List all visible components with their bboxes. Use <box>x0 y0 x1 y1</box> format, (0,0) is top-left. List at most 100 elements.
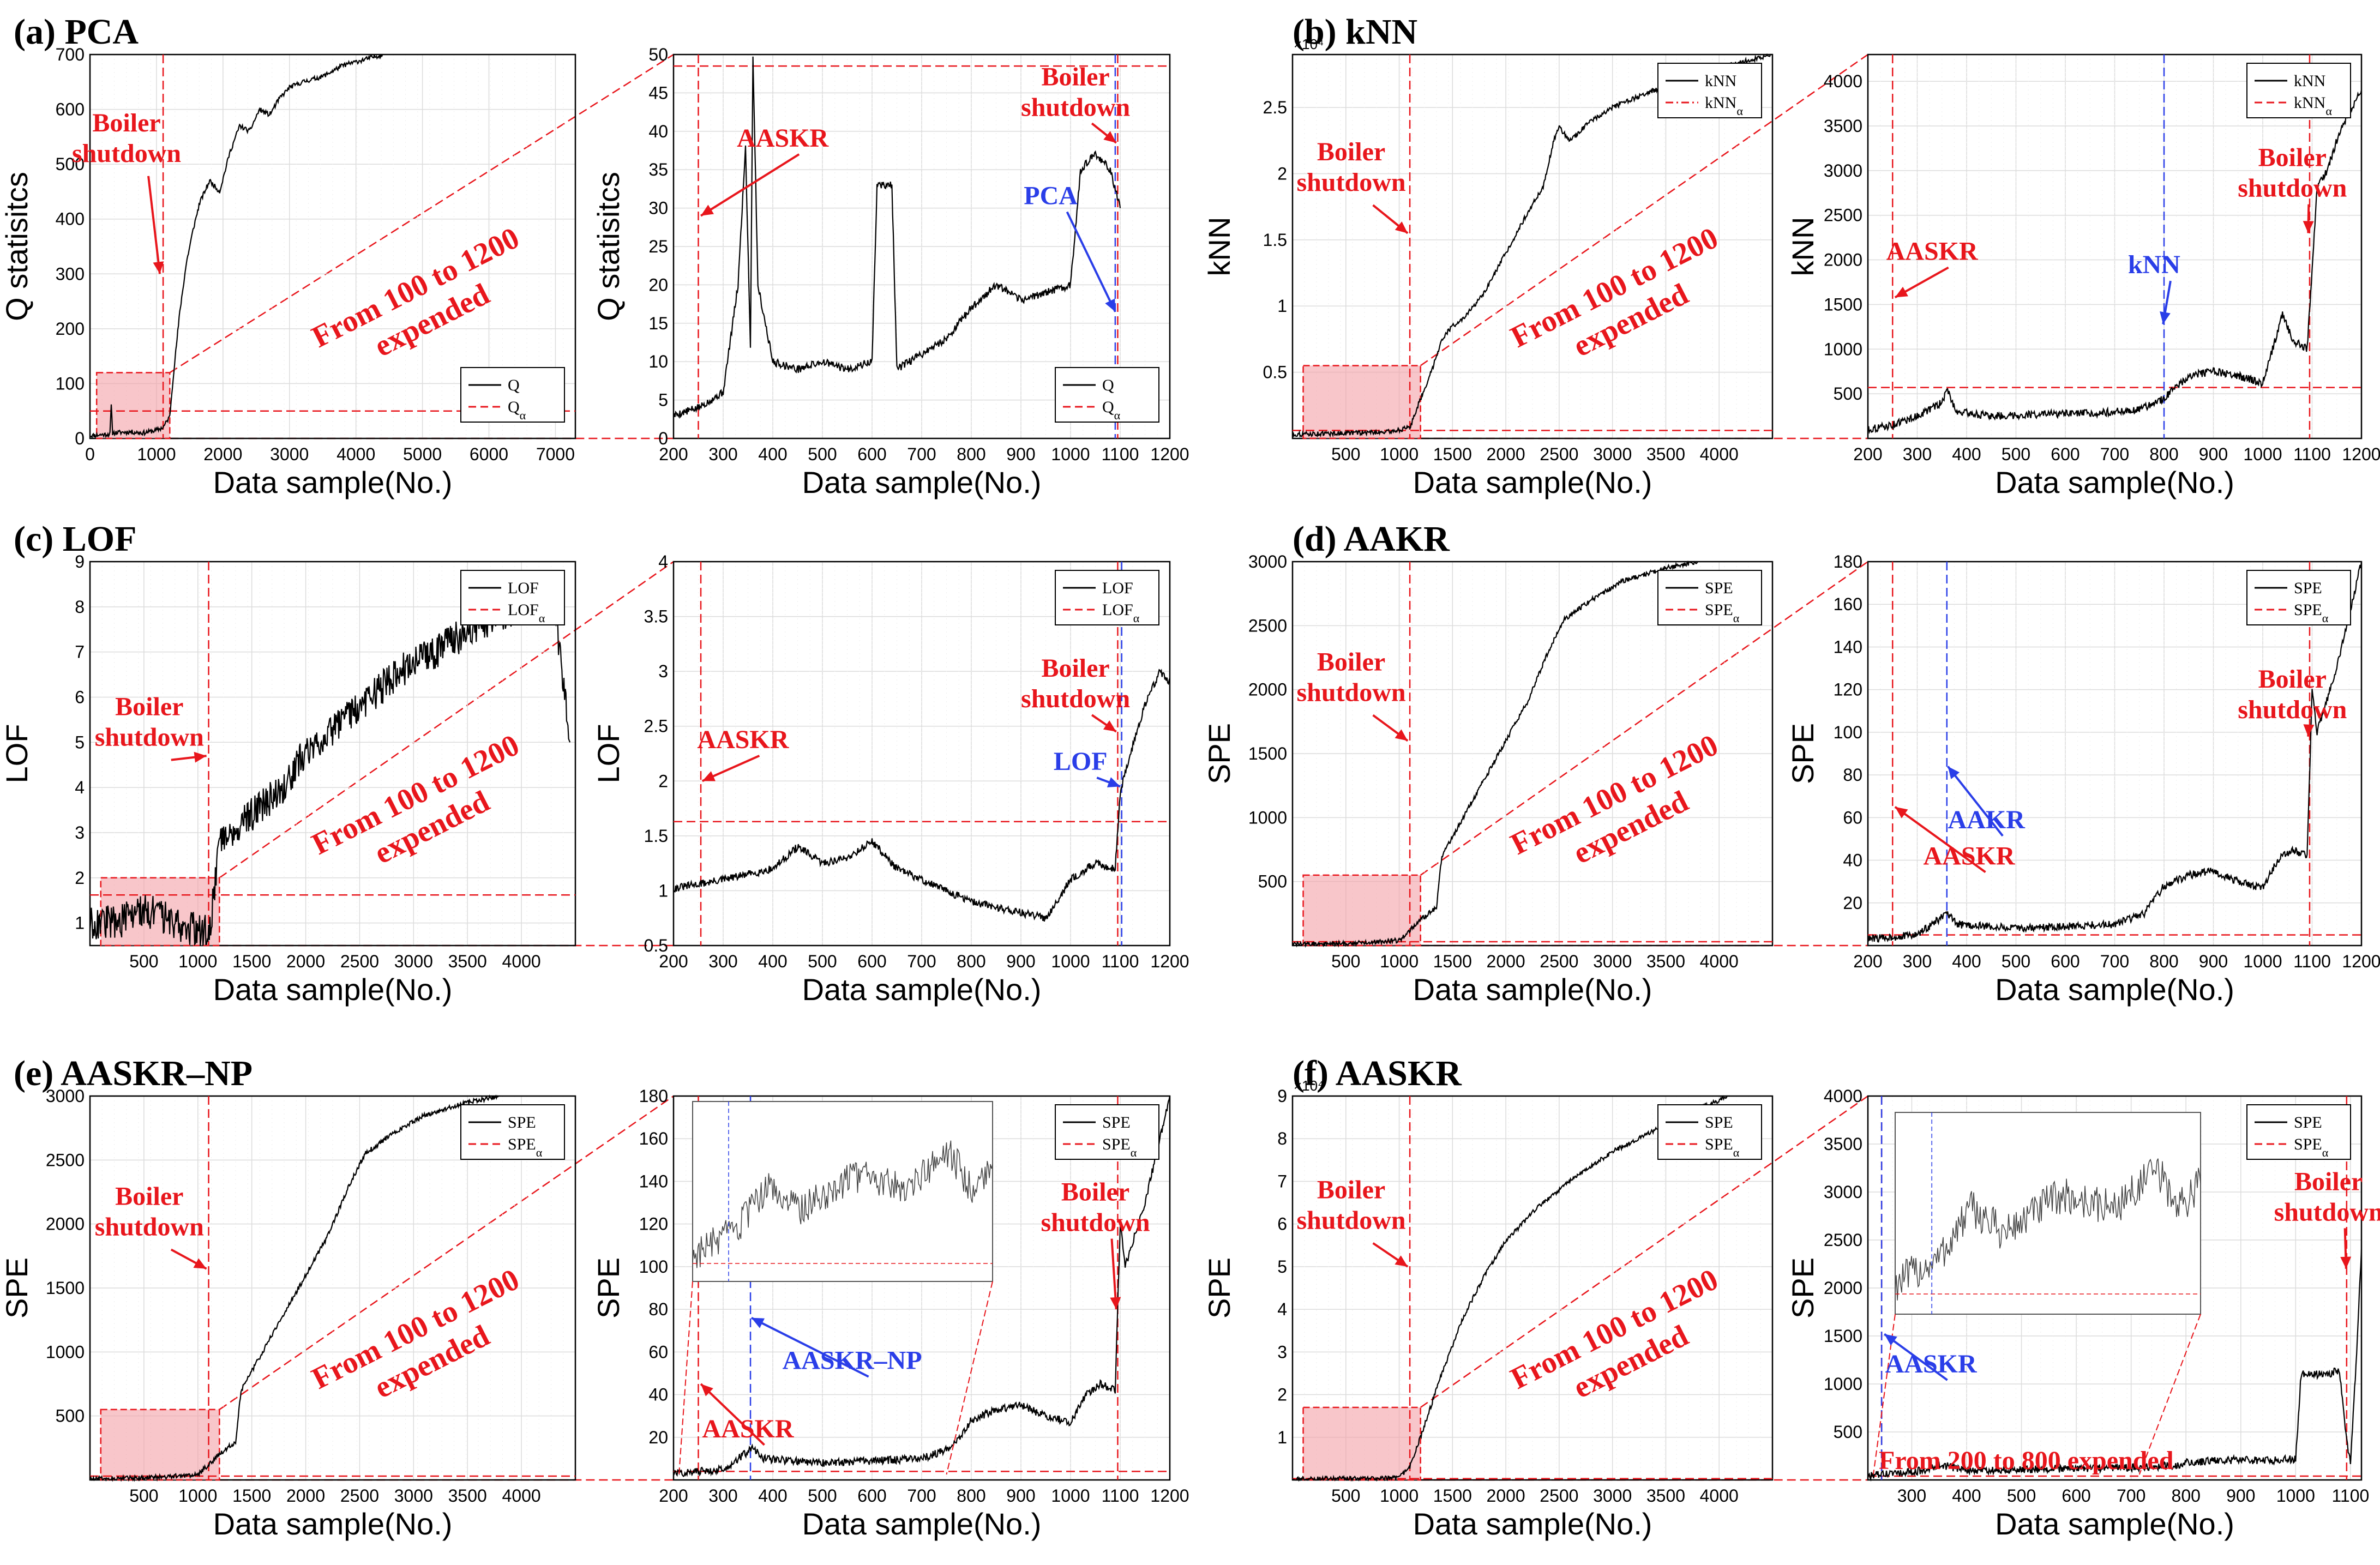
y-tick-label: 1000 <box>1824 1374 1862 1394</box>
y-tick-label: 30 <box>648 198 668 218</box>
inset-connector <box>678 1281 693 1475</box>
y-tick-label: 140 <box>1834 637 1862 657</box>
plot-frame <box>89 53 576 440</box>
x-tick-label: 300 <box>708 1486 737 1506</box>
annotation-text: Boiler <box>1317 1176 1385 1205</box>
x-tick-label: 1100 <box>2293 444 2331 464</box>
x-tick-label: 2500 <box>340 952 379 971</box>
x-tick-label: 400 <box>758 444 787 464</box>
y-tick-label: 2000 <box>1824 1278 1862 1298</box>
x-tick-label: 600 <box>2051 952 2080 971</box>
x-tick-label: 600 <box>2062 1486 2090 1506</box>
annotation-arrow-shaft <box>700 1383 765 1446</box>
plot-frame <box>1867 53 2363 440</box>
annotation-arrow-head <box>194 751 207 763</box>
y-tick-label: 80 <box>1843 765 1862 785</box>
y-tick-label: 500 <box>1834 1422 1862 1442</box>
left-axes: 0 1000 2000 3000 4000 5000 6000 7000 0 100 200 300 4… <box>0 45 576 499</box>
y-tick-label: 2.5 <box>1263 98 1287 117</box>
series-line <box>89 54 383 440</box>
series-line <box>1867 561 2363 943</box>
annotation-arrow-head <box>1107 777 1120 787</box>
x-tick-label: 500 <box>808 952 837 971</box>
x-tick-label: 800 <box>2149 444 2178 464</box>
x-tick-label: 2500 <box>1540 1486 1578 1506</box>
x-tick-label: 500 <box>2002 444 2030 464</box>
legend-label: LOF <box>1102 579 1133 597</box>
zoom-connector-top <box>219 561 674 878</box>
panel-title: (f) AASKR <box>1293 1054 1462 1093</box>
y-tick-label: 25 <box>648 237 668 256</box>
inset-connector <box>2138 1314 2201 1475</box>
grid <box>1293 561 1772 946</box>
panel-title: (b) kNN <box>1293 12 1417 52</box>
x-tick-label: 1100 <box>1102 952 1139 971</box>
annotation-text: Boiler <box>1061 1178 1129 1207</box>
y-tick-label: 35 <box>648 160 668 179</box>
legend-label: kNN <box>2294 72 2325 90</box>
legend-label: SPE <box>1102 1113 1131 1131</box>
x-tick-label: 4000 <box>1700 444 1739 464</box>
annotation-arrow-head <box>1103 131 1116 143</box>
annotation-arrow-head <box>1395 221 1408 233</box>
annotation-arrow-head <box>1103 720 1116 732</box>
x-tick-label: 2500 <box>1540 444 1578 464</box>
annotation-text: Boiler <box>1317 137 1385 166</box>
inset-series <box>692 1140 993 1268</box>
plot-frame <box>1291 1095 1774 1481</box>
annotation-text: LOF <box>1054 747 1108 776</box>
x-axis-label: Data sample(No.) <box>1413 1507 1652 1541</box>
y-tick-label: 2 <box>658 771 668 791</box>
x-tick-label: 500 <box>129 952 158 971</box>
annotation-text: Boiler <box>115 1182 183 1211</box>
y-tick-label: 3500 <box>1824 116 1862 136</box>
y-tick-label: 200 <box>56 319 85 339</box>
y-tick-label: 40 <box>1843 851 1862 870</box>
legend-box <box>2246 63 2351 118</box>
legend-label: SPE <box>2294 579 2322 597</box>
grid <box>1867 561 2362 946</box>
annotation-arrow-head <box>193 1258 207 1269</box>
annotation-text: shutdown <box>95 1212 204 1241</box>
x-tick-label: 400 <box>1952 1486 1981 1506</box>
grid <box>90 1096 575 1480</box>
x-tick-label: 0 <box>85 444 95 464</box>
y-axis-label: Q statisitcs <box>0 172 34 321</box>
x-tick-label: 2000 <box>203 444 242 464</box>
annotation-arrow-head <box>1395 1255 1408 1267</box>
x-tick-label: 1200 <box>2342 952 2380 971</box>
y-tick-label: 2000 <box>46 1214 85 1234</box>
annotation-arrow-shaft <box>1894 806 1986 873</box>
annotation-text: Boiler <box>1041 62 1109 91</box>
zoom-region <box>1302 365 1421 440</box>
y-tick-label: 1000 <box>1248 808 1287 827</box>
inset-series <box>1895 1158 2201 1301</box>
annotation-text: AASKR <box>1924 841 2016 870</box>
plot-frame <box>89 1095 576 1481</box>
x-tick-label: 2000 <box>286 952 325 971</box>
plot-frame <box>1291 561 1774 947</box>
y-tick-label: 100 <box>639 1257 668 1277</box>
annotation-text: AASKR–NP <box>783 1346 922 1375</box>
annotation-text: AASKR <box>737 124 829 153</box>
x-axis-label: Data sample(No.) <box>213 465 453 499</box>
x-tick-label: 300 <box>1897 1486 1926 1506</box>
legend-box <box>460 1104 565 1160</box>
y-tick-label: 700 <box>56 45 85 64</box>
y-tick-label: 3000 <box>46 1086 85 1106</box>
x-tick-label: 1000 <box>1051 1486 1090 1506</box>
x-tick-label: 900 <box>2199 952 2228 971</box>
annotation-text: AASKR <box>1885 1350 1978 1379</box>
y-axis-label: SPE <box>1202 1257 1236 1319</box>
y-tick-label: 1.5 <box>1263 230 1287 250</box>
legend-box <box>2246 1104 2351 1160</box>
y-tick-label: 60 <box>1843 808 1862 827</box>
x-tick-label: 600 <box>2051 444 2080 464</box>
y-tick-label: 160 <box>639 1129 668 1148</box>
